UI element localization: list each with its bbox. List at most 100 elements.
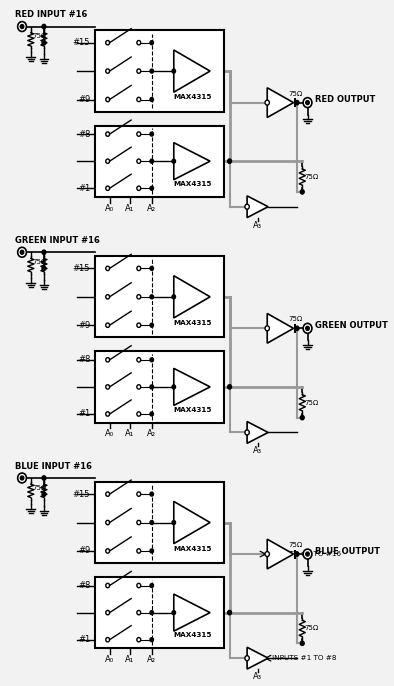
Circle shape	[42, 25, 46, 29]
Text: 75Ω: 75Ω	[288, 542, 302, 548]
Bar	[95, 482, 224, 563]
Circle shape	[137, 611, 141, 615]
Text: 75Ω: 75Ω	[288, 316, 302, 322]
Text: #8: #8	[78, 130, 90, 139]
Text: MAX4315: MAX4315	[173, 94, 212, 100]
Circle shape	[172, 611, 176, 615]
Text: INPUTS #1 TO #8: INPUTS #1 TO #8	[271, 655, 336, 661]
Text: 75Ω: 75Ω	[33, 259, 47, 265]
Text: BLUE OUTPUT: BLUE OUTPUT	[314, 547, 379, 556]
Circle shape	[106, 294, 110, 299]
Circle shape	[300, 641, 304, 646]
Circle shape	[137, 492, 141, 496]
Circle shape	[303, 323, 312, 333]
Text: A₀: A₀	[105, 429, 114, 438]
Text: 75Ω: 75Ω	[288, 91, 302, 97]
Text: #15: #15	[73, 264, 90, 273]
Text: A₀: A₀	[105, 655, 114, 664]
Bar	[95, 30, 224, 112]
Circle shape	[228, 611, 232, 615]
Text: RED OUTPUT: RED OUTPUT	[314, 95, 375, 104]
Polygon shape	[267, 539, 294, 569]
Circle shape	[18, 248, 26, 257]
Polygon shape	[247, 196, 268, 217]
Circle shape	[172, 521, 176, 525]
Circle shape	[300, 416, 304, 420]
Circle shape	[106, 492, 110, 496]
Circle shape	[106, 40, 110, 45]
Text: A₃: A₃	[253, 221, 262, 230]
Circle shape	[150, 358, 154, 362]
Circle shape	[137, 521, 141, 525]
Circle shape	[150, 323, 154, 327]
Circle shape	[137, 69, 141, 73]
Circle shape	[137, 357, 141, 362]
Text: MAX4315: MAX4315	[173, 407, 212, 413]
Circle shape	[245, 656, 249, 661]
Text: #8: #8	[78, 581, 90, 590]
Text: INPUTS #9 TO #16: INPUTS #9 TO #16	[271, 551, 341, 557]
Circle shape	[106, 385, 110, 389]
Circle shape	[245, 204, 249, 209]
Text: #9: #9	[78, 321, 90, 330]
Circle shape	[20, 476, 24, 480]
Text: #15: #15	[73, 38, 90, 47]
Circle shape	[306, 552, 309, 556]
Circle shape	[137, 637, 141, 642]
Polygon shape	[174, 501, 210, 543]
Circle shape	[245, 430, 249, 435]
Circle shape	[303, 97, 312, 108]
Text: A₁: A₁	[125, 429, 134, 438]
Text: A₂: A₂	[147, 204, 156, 213]
Text: #8: #8	[78, 355, 90, 364]
Polygon shape	[174, 368, 210, 405]
Circle shape	[306, 101, 309, 104]
Circle shape	[172, 385, 176, 389]
Bar	[95, 577, 224, 648]
Text: 75Ω: 75Ω	[33, 485, 47, 491]
Polygon shape	[174, 50, 210, 92]
Circle shape	[18, 473, 26, 483]
Text: #9: #9	[78, 547, 90, 556]
Text: MAX4315: MAX4315	[173, 545, 212, 552]
Circle shape	[20, 250, 24, 255]
Circle shape	[150, 97, 154, 102]
Circle shape	[150, 295, 154, 299]
Text: #1: #1	[78, 635, 90, 644]
Circle shape	[228, 159, 232, 163]
Polygon shape	[174, 594, 210, 631]
Circle shape	[42, 476, 46, 480]
Circle shape	[172, 295, 176, 299]
Circle shape	[106, 521, 110, 525]
Circle shape	[150, 492, 154, 496]
Circle shape	[137, 97, 141, 102]
Text: A₀: A₀	[105, 204, 114, 213]
Circle shape	[137, 132, 141, 137]
Circle shape	[137, 549, 141, 553]
Circle shape	[106, 549, 110, 553]
Circle shape	[106, 583, 110, 588]
Circle shape	[228, 385, 232, 389]
Polygon shape	[267, 88, 294, 117]
Polygon shape	[247, 648, 268, 669]
Text: A₁: A₁	[125, 655, 134, 664]
Circle shape	[265, 326, 269, 331]
Text: RED INPUT #16: RED INPUT #16	[15, 10, 87, 19]
Bar	[95, 126, 224, 197]
Bar	[95, 351, 224, 423]
Circle shape	[300, 190, 304, 194]
Circle shape	[106, 186, 110, 191]
Polygon shape	[174, 143, 210, 180]
Text: A₃: A₃	[253, 447, 262, 456]
Circle shape	[106, 69, 110, 73]
Circle shape	[295, 100, 299, 105]
Circle shape	[106, 611, 110, 615]
Polygon shape	[267, 314, 294, 343]
Text: A₂: A₂	[147, 655, 156, 664]
Circle shape	[303, 549, 312, 559]
Circle shape	[106, 412, 110, 416]
Text: A₁: A₁	[125, 204, 134, 213]
Circle shape	[137, 412, 141, 416]
Text: #9: #9	[78, 95, 90, 104]
Circle shape	[265, 552, 269, 556]
